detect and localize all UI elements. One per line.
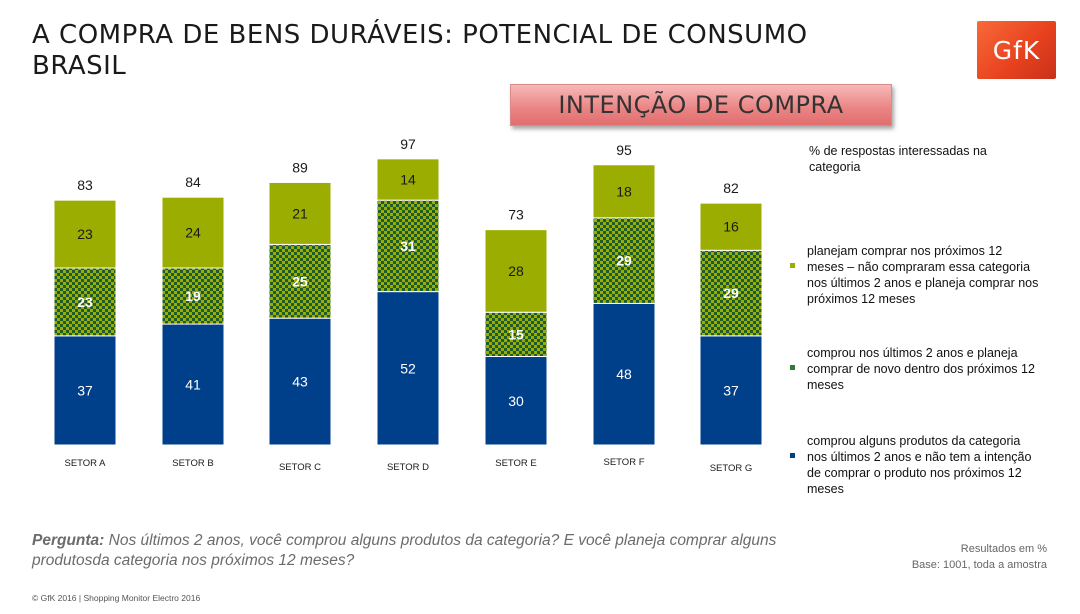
bar-segment-3-7 xyxy=(699,202,763,251)
bar-value-label-3-1: 23 xyxy=(77,226,93,242)
survey-question-label: Pergunta: xyxy=(32,532,105,549)
bar-value-label-3-2: 24 xyxy=(185,225,201,241)
category-label-7: SETOR G xyxy=(710,463,753,474)
bar-value-label-2-4: 31 xyxy=(400,238,416,254)
legend-item-comprou-e-planeja: comprou nos últimos 2 anos e planeja com… xyxy=(790,345,1040,393)
bar-segment-1-1 xyxy=(53,335,117,446)
section-banner: INTENÇÃO DE COMPRA xyxy=(510,84,892,126)
bar-value-label-3-4: 14 xyxy=(400,172,416,188)
bar-segment-2-1 xyxy=(53,267,117,337)
category-label-1: SETOR A xyxy=(64,458,106,469)
legend-item-planejam: planejam comprar nos próximos 12 meses –… xyxy=(790,243,1040,307)
category-label-2: SETOR B xyxy=(172,458,214,469)
page-title-line1: A COMPRA DE BENS DURÁVEIS: POTENCIAL DE … xyxy=(32,20,808,50)
results-note-line2: Base: 1001, toda a amostra xyxy=(911,559,1047,571)
bar-value-label-2-1: 23 xyxy=(77,294,93,310)
category-label-4: SETOR D xyxy=(387,462,429,473)
bar-value-label-3-6: 18 xyxy=(616,183,632,199)
bar-value-label-1-4: 52 xyxy=(400,360,416,376)
category-label-3: SETOR C xyxy=(279,462,321,473)
copyright-footer: © GfK 2016 | Shopping Monitor Electro 20… xyxy=(32,593,201,603)
bar-segment-3-6 xyxy=(592,164,656,219)
bar-value-label-1-7: 37 xyxy=(723,382,739,398)
bar-segment-3-5 xyxy=(484,229,548,313)
legend-label-comprou-sem-intencao: comprou alguns produtos da categoria nos… xyxy=(807,434,1032,496)
bar-segment-3-2 xyxy=(161,196,225,269)
page-title-line2: BRASIL xyxy=(32,51,127,81)
bar-total-label-4: 97 xyxy=(400,136,416,152)
bar-value-label-2-2: 19 xyxy=(185,288,201,304)
legend-label-planejam: planejam comprar nos próximos 12 meses –… xyxy=(807,244,1039,306)
legend-swatch-planejam xyxy=(790,263,795,268)
page-title: A COMPRA DE BENS DURÁVEIS: POTENCIAL DE … xyxy=(32,20,808,82)
bar-total-label-2: 84 xyxy=(185,174,201,190)
bar-value-label-1-6: 48 xyxy=(616,366,632,382)
bar-segment-3-1 xyxy=(53,199,117,269)
bar-segment-1-7 xyxy=(699,335,763,446)
bar-segment-2-4 xyxy=(376,199,440,293)
gfk-logo: GfK xyxy=(977,21,1056,79)
results-note-line1: Resultados em % xyxy=(960,543,1047,555)
bar-total-label-1: 83 xyxy=(77,177,93,193)
bar-segment-1-3 xyxy=(268,317,332,446)
bar-total-label-5: 73 xyxy=(508,207,524,223)
section-banner-text: INTENÇÃO DE COMPRA xyxy=(558,91,844,119)
bar-segment-2-5 xyxy=(484,311,548,357)
bar-segment-2-2 xyxy=(161,267,225,325)
legend-swatch-comprou-sem-intencao xyxy=(790,453,795,458)
bar-value-label-3-7: 16 xyxy=(723,219,739,235)
bar-segment-1-5 xyxy=(484,356,548,446)
bar-segment-3-4 xyxy=(376,158,440,201)
category-label-6: SETOR F xyxy=(604,457,645,468)
bar-segment-3-3 xyxy=(268,181,332,245)
legend-swatch-comprou-e-planeja xyxy=(790,365,795,370)
bar-segment-1-6 xyxy=(592,302,656,446)
category-label-5: SETOR E xyxy=(495,458,537,469)
legend-item-comprou-sem-intencao: comprou alguns produtos da categoria nos… xyxy=(790,433,1040,497)
bar-segment-2-3 xyxy=(268,243,332,319)
legend-header: % de respostas interessadas na categoria xyxy=(809,144,987,174)
bar-value-label-1-5: 30 xyxy=(508,393,524,409)
bar-value-label-3-5: 28 xyxy=(508,263,524,279)
bar-value-label-2-5: 15 xyxy=(508,326,524,342)
bar-segment-1-4 xyxy=(376,291,440,446)
bar-value-label-2-6: 29 xyxy=(616,253,632,269)
bar-value-label-3-3: 21 xyxy=(292,205,308,221)
bar-segment-1-2 xyxy=(161,323,225,446)
bar-value-label-1-2: 41 xyxy=(185,377,201,393)
bar-total-label-7: 82 xyxy=(723,180,739,196)
bar-value-label-2-7: 29 xyxy=(723,285,739,301)
bar-total-label-3: 89 xyxy=(292,159,308,175)
legend-label-comprou-e-planeja: comprou nos últimos 2 anos e planeja com… xyxy=(807,346,1035,392)
bar-value-label-2-3: 25 xyxy=(292,273,308,289)
survey-question-text: Nos últimos 2 anos, você comprou alguns … xyxy=(32,532,777,569)
bar-value-label-1-1: 37 xyxy=(77,382,93,398)
bar-total-label-6: 95 xyxy=(616,142,632,158)
bar-value-label-1-3: 43 xyxy=(292,374,308,390)
bar-segment-2-6 xyxy=(592,217,656,304)
gfk-logo-text: GfK xyxy=(992,35,1041,65)
results-note: Resultados em % Base: 1001, toda a amost… xyxy=(912,541,1047,573)
survey-question: Pergunta: Nos últimos 2 anos, você compr… xyxy=(32,531,832,571)
bar-segment-2-7 xyxy=(699,249,763,337)
